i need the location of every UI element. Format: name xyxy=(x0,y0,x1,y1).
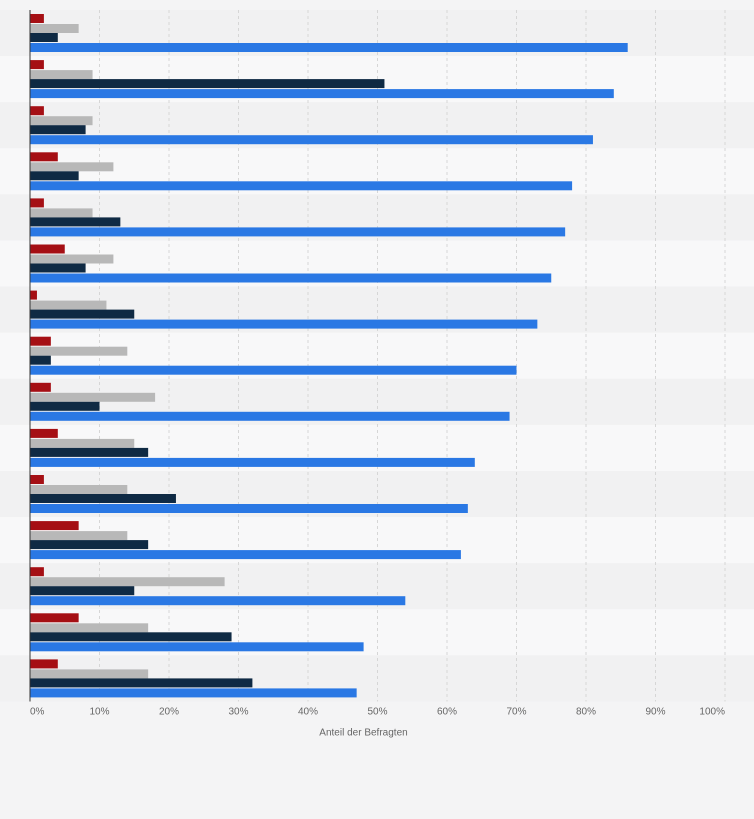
x-tick-label: 50% xyxy=(367,707,387,718)
bar xyxy=(30,632,232,642)
bar xyxy=(30,401,100,411)
bars xyxy=(30,14,628,698)
bar xyxy=(30,319,538,329)
bar xyxy=(30,659,58,669)
bar xyxy=(30,485,128,494)
x-tick-label: 60% xyxy=(437,707,457,718)
x-tick-label: 100% xyxy=(699,707,725,718)
bar xyxy=(30,678,253,688)
bar xyxy=(30,125,86,135)
bar xyxy=(30,438,135,448)
bar xyxy=(30,447,149,457)
bar xyxy=(30,531,128,541)
bar xyxy=(30,181,573,191)
bar xyxy=(30,60,44,70)
bar xyxy=(30,135,593,145)
bar xyxy=(30,567,44,577)
bar xyxy=(30,382,51,392)
bar xyxy=(30,33,58,42)
bar xyxy=(30,227,566,237)
x-tick-label: 70% xyxy=(506,707,526,718)
x-tick-label: 80% xyxy=(576,707,596,718)
bar xyxy=(30,596,406,606)
x-axis-ticks: 0% 10% 20% 30% 40% 50% 60% 70% 80% 90% 100% xyxy=(30,707,725,718)
bar xyxy=(30,208,93,218)
bar xyxy=(30,540,149,550)
bar xyxy=(30,355,51,365)
bar xyxy=(30,550,461,560)
bar xyxy=(30,254,114,264)
x-tick-label: 30% xyxy=(228,707,248,718)
bar xyxy=(30,43,628,52)
bar xyxy=(30,504,468,513)
bar xyxy=(30,336,51,346)
bar xyxy=(30,309,135,319)
bar xyxy=(30,613,79,623)
x-tick-label: 0% xyxy=(30,707,45,718)
gridlines xyxy=(99,10,726,702)
bar xyxy=(30,586,135,596)
bar xyxy=(30,273,552,283)
bar xyxy=(30,688,357,698)
x-tick-label: 40% xyxy=(298,707,318,718)
bar xyxy=(30,521,79,531)
bar xyxy=(30,494,176,503)
bar xyxy=(30,162,114,172)
bar xyxy=(30,392,156,402)
bar xyxy=(30,365,517,375)
x-tick-label: 10% xyxy=(89,707,109,718)
bar xyxy=(30,577,225,587)
x-axis-title: Anteil der Befragten xyxy=(319,728,407,739)
bar xyxy=(30,116,93,126)
bar xyxy=(30,263,86,273)
x-tick-label: 90% xyxy=(645,707,665,718)
bar xyxy=(30,300,107,310)
x-tick-label: 20% xyxy=(159,707,179,718)
bar xyxy=(30,171,79,181)
bar xyxy=(30,89,614,99)
bar xyxy=(30,642,364,652)
bar xyxy=(30,428,58,438)
bar xyxy=(30,79,385,89)
bar xyxy=(30,24,79,33)
bar xyxy=(30,457,475,467)
bar xyxy=(30,346,128,356)
bar xyxy=(30,669,149,679)
bar xyxy=(30,14,44,23)
bar xyxy=(30,70,93,80)
bar xyxy=(30,411,510,421)
bar xyxy=(30,198,44,208)
bar xyxy=(30,217,121,227)
bar xyxy=(30,475,44,484)
bar xyxy=(30,290,37,300)
bar xyxy=(30,244,65,254)
bar xyxy=(30,623,149,633)
bar xyxy=(30,152,58,162)
bar xyxy=(30,106,44,116)
